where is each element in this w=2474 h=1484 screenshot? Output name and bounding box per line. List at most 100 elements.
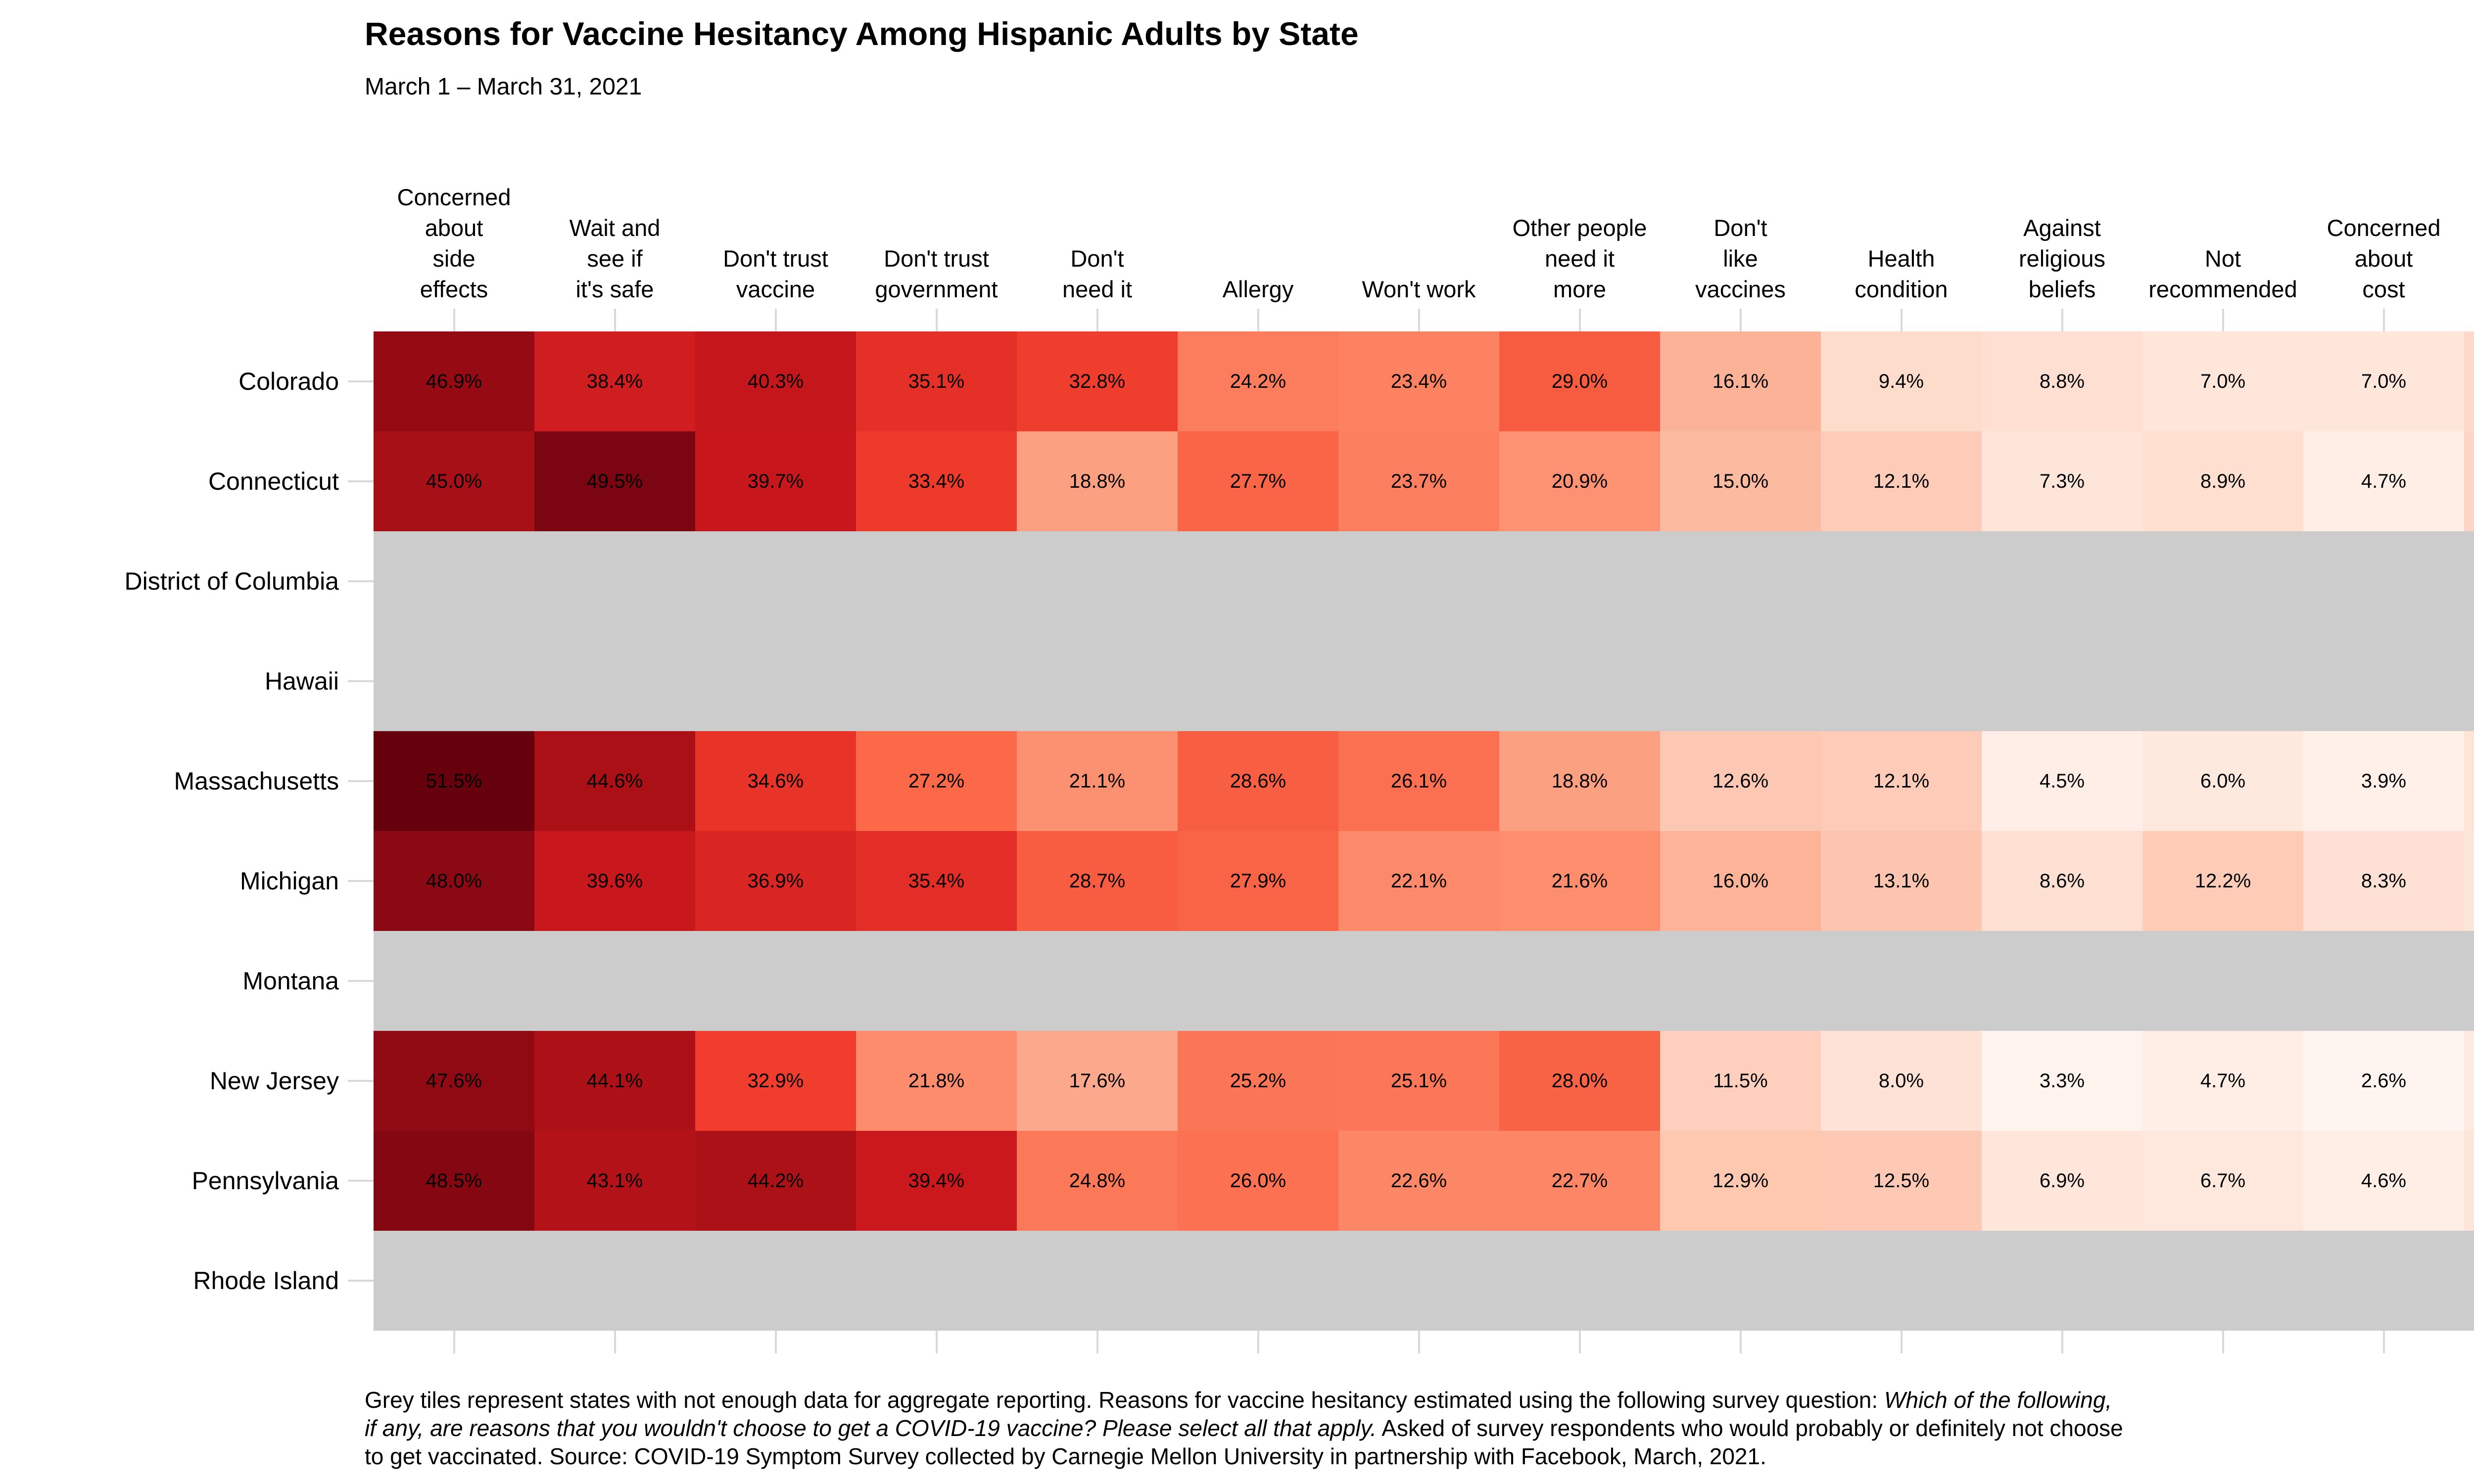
heatmap-cell: 12.1% xyxy=(1821,731,1982,831)
heatmap-cell-value: 39.6% xyxy=(586,870,643,892)
heatmap-cell: 17.6% xyxy=(1017,1031,1178,1131)
footnote-text: Grey tiles represent states with not eno… xyxy=(365,1387,1884,1413)
heatmap-cell-value: 8.6% xyxy=(2039,870,2085,892)
heatmap-cell: 8.0% xyxy=(1821,1031,1982,1131)
heatmap-cell-value: 40.3% xyxy=(747,370,804,392)
bottom-tick xyxy=(1096,1331,1098,1353)
heatmap-cell-missing xyxy=(2142,1231,2303,1331)
column-header: Concerned about side effects xyxy=(397,184,511,302)
heatmap-cell-missing xyxy=(534,631,695,731)
heatmap-cell-value: 8.0% xyxy=(1878,1069,1924,1092)
heatmap-cell-value: 22.6% xyxy=(1390,1169,1447,1192)
top-tick xyxy=(2061,309,2063,331)
heatmap-cell: 44.1% xyxy=(534,1031,695,1131)
heatmap-cell: 13.1% xyxy=(1821,831,1982,931)
heatmap-cell: 49.5% xyxy=(534,431,695,531)
top-tick xyxy=(1257,309,1259,331)
bottom-tick xyxy=(774,1331,777,1353)
left-tick xyxy=(348,880,374,882)
heatmap-cell-missing xyxy=(2142,931,2303,1031)
heatmap-cell: 4.7% xyxy=(2142,1031,2303,1131)
heatmap-cell: 4.6% xyxy=(2303,1131,2464,1231)
heatmap-cell-value: 6.7% xyxy=(2200,1169,2246,1192)
heatmap-cell: 26.1% xyxy=(1338,731,1499,831)
chart-title: Reasons for Vaccine Hesitancy Among Hisp… xyxy=(365,15,1359,52)
heatmap-cell-value: 24.2% xyxy=(1230,370,1286,392)
heatmap-cell-missing xyxy=(1178,931,1338,1031)
heatmap-cell-missing xyxy=(534,931,695,1031)
heatmap-cell-missing xyxy=(2464,631,2474,731)
heatmap-cell: 43.1% xyxy=(534,1131,695,1231)
heatmap-cell-missing xyxy=(1338,1231,1499,1331)
footnote-text: to get vaccinated. Source: COVID-19 Symp… xyxy=(365,1443,1766,1469)
heatmap-cell: 21.8% xyxy=(856,1031,1017,1131)
bottom-tick xyxy=(1418,1331,1420,1353)
heatmap-cell-value: 35.4% xyxy=(908,870,965,892)
heatmap-cell-missing xyxy=(1821,931,1982,1031)
heatmap-cell-value: 23.4% xyxy=(1390,370,1447,392)
heatmap-cell: 35.1% xyxy=(856,331,1017,431)
column-header: Wait and see if it's safe xyxy=(569,215,661,302)
heatmap-cell: 39.6% xyxy=(534,831,695,931)
heatmap-cell-missing xyxy=(1982,1231,2142,1331)
heatmap-cell: 10.0% xyxy=(2464,331,2474,431)
row-label: Montana xyxy=(242,967,339,995)
heatmap-cell: 48.0% xyxy=(374,831,534,931)
heatmap-cell-value: 44.6% xyxy=(586,770,643,792)
top-tick xyxy=(2382,309,2385,331)
bottom-tick xyxy=(935,1331,938,1353)
heatmap-cell: 25.2% xyxy=(1178,1031,1338,1131)
heatmap-cell-missing xyxy=(1821,631,1982,731)
heatmap-cell: 32.9% xyxy=(695,1031,856,1131)
heatmap-cell: 27.7% xyxy=(1178,431,1338,531)
bottom-tick xyxy=(2222,1331,2224,1353)
row-label: Massachusetts xyxy=(174,767,339,795)
top-tick xyxy=(614,309,616,331)
heatmap-cell-missing xyxy=(695,931,856,1031)
heatmap-cell: 33.4% xyxy=(856,431,1017,531)
heatmap-cell: 8.8% xyxy=(1982,331,2142,431)
heatmap-cell: 7.0% xyxy=(2303,331,2464,431)
heatmap-cell: 3.9% xyxy=(2303,731,2464,831)
heatmap-cell-value: 12.2% xyxy=(2194,870,2251,892)
heatmap-cell-missing xyxy=(695,1231,856,1331)
heatmap-cell: 22.1% xyxy=(1338,831,1499,931)
heatmap-cell: 18.8% xyxy=(1499,731,1660,831)
heatmap-cell-value: 7.0% xyxy=(2361,370,2407,392)
heatmap-cell: 28.0% xyxy=(1499,1031,1660,1131)
bottom-tick xyxy=(2382,1331,2385,1353)
heatmap-cell: 6.0% xyxy=(2142,731,2303,831)
row-label: Connecticut xyxy=(208,467,339,495)
heatmap-cell-missing xyxy=(1499,1231,1660,1331)
left-tick xyxy=(348,680,374,682)
heatmap-cell-value: 28.6% xyxy=(1230,770,1286,792)
heatmap-cell-value: 6.0% xyxy=(2200,770,2246,792)
heatmap-cell: 38.4% xyxy=(534,331,695,431)
bottom-tick xyxy=(1257,1331,1259,1353)
heatmap-cell-value: 4.7% xyxy=(2200,1069,2246,1092)
footnote-line: Grey tiles represent states with not eno… xyxy=(365,1386,2123,1414)
heatmap-cell-value: 44.2% xyxy=(747,1169,804,1192)
heatmap-cell: 7.2% xyxy=(2464,831,2474,931)
heatmap-cell-missing xyxy=(1499,631,1660,731)
heatmap-cell: 22.7% xyxy=(1499,1131,1660,1231)
left-tick xyxy=(348,1180,374,1182)
heatmap-cell: 2.6% xyxy=(2303,1031,2464,1131)
heatmap-cell-missing xyxy=(1017,1231,1178,1331)
heatmap-cell-value: 27.7% xyxy=(1230,470,1286,492)
heatmap-cell-missing xyxy=(2303,931,2464,1031)
heatmap-cell-missing xyxy=(374,531,534,631)
heatmap-cell-missing xyxy=(2142,531,2303,631)
footnote-text: Asked of survey respondents who would pr… xyxy=(1377,1415,2123,1441)
heatmap-cell: 12.9% xyxy=(1660,1131,1821,1231)
heatmap-cell: 5.7% xyxy=(2464,1031,2474,1131)
heatmap-cell: 6.9% xyxy=(1982,1131,2142,1231)
heatmap-cell: 16.1% xyxy=(1660,331,1821,431)
heatmap-cell-value: 28.7% xyxy=(1069,870,1126,892)
heatmap-cell-value: 21.6% xyxy=(1551,870,1608,892)
heatmap-cell-missing xyxy=(856,931,1017,1031)
heatmap-cell-value: 12.9% xyxy=(1712,1169,1769,1192)
heatmap-cell-missing xyxy=(1660,1231,1821,1331)
heatmap-cell: 15.0% xyxy=(1660,431,1821,531)
